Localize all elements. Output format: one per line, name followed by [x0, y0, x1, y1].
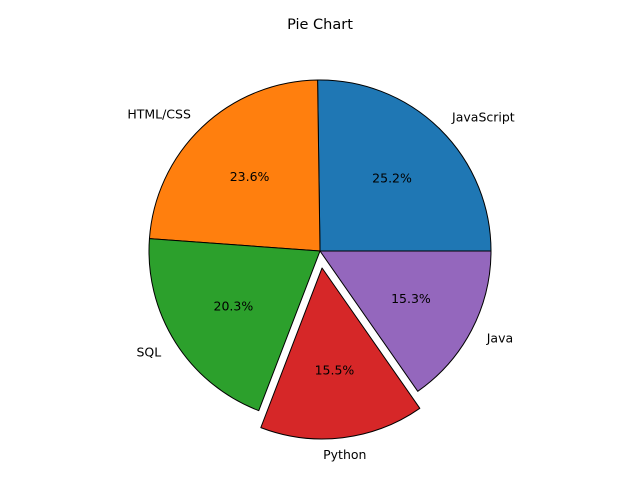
percent-label-python: 15.5%	[315, 362, 355, 377]
pie-slices	[148, 79, 492, 440]
pie-slice-html-css	[148, 79, 321, 252]
pie-labels: JavaScript 25.2% HTML/CSS 23.6% SQL 20.3% Pyth…	[127, 107, 514, 463]
slice-label-javascript: JavaScript	[451, 110, 515, 125]
pie-slice-java	[319, 250, 492, 392]
percent-label-sql: 20.3%	[214, 299, 254, 314]
slice-label-sql: SQL	[136, 344, 161, 359]
pie-slice-javascript	[317, 79, 492, 252]
percent-label-html-css: 23.6%	[230, 169, 270, 184]
slice-label-java: Java	[486, 331, 513, 346]
pie-slice-sql	[148, 238, 321, 412]
slice-label-python: Python	[323, 447, 366, 462]
slice-label-html-css: HTML/CSS	[127, 107, 191, 122]
chart-title: Pie Chart	[287, 17, 353, 33]
pie-slice-python	[260, 267, 421, 440]
percent-label-java: 15.3%	[391, 291, 431, 306]
percent-label-javascript: 25.2%	[372, 170, 412, 185]
